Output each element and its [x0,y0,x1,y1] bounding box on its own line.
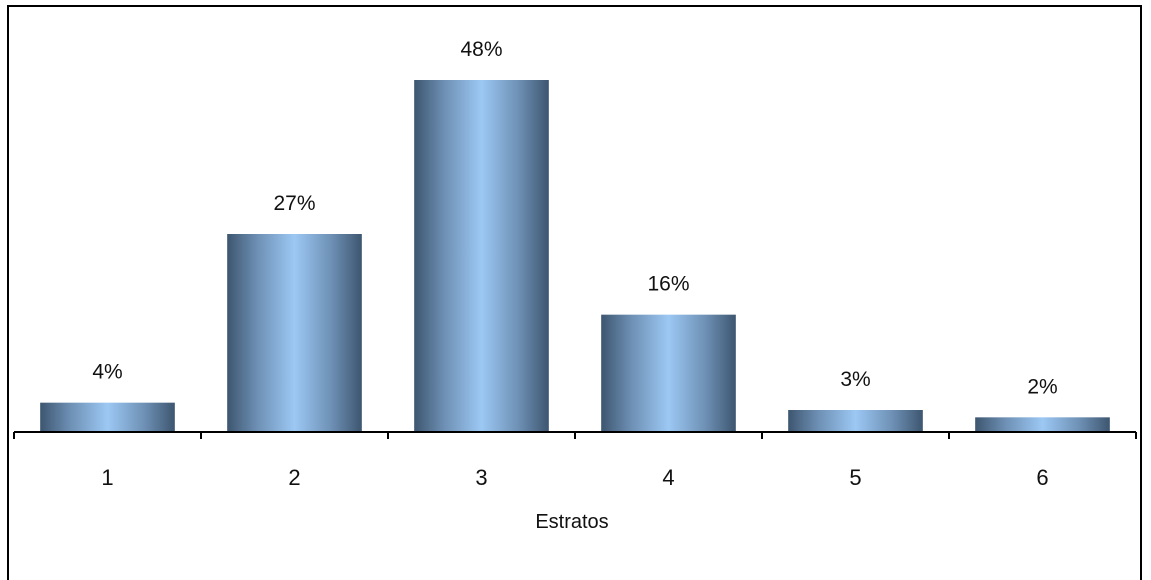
data-label-6: 2% [1027,375,1057,398]
x-axis: 1 2 3 4 5 6 [13,431,1137,490]
data-label-4: 16% [647,273,689,296]
x-tick-label-2: 2 [288,465,300,490]
bar-2 [227,234,362,432]
bar-6 [975,417,1110,432]
bar-4 [601,314,736,432]
x-tick-label-3: 3 [475,465,487,490]
chart-frame [7,5,1142,580]
bar-1 [40,402,175,432]
data-label-3: 48% [460,38,502,61]
x-tick-label-4: 4 [662,465,674,490]
bar-5 [788,410,923,432]
x-tick-label-5: 5 [849,465,861,490]
bar-3 [414,80,549,432]
data-label-5: 3% [840,368,870,391]
data-label-1: 4% [92,361,122,384]
x-axis-title: Estratos [535,511,608,533]
x-tick-label-6: 6 [1036,465,1048,490]
data-labels: 4% 27% 48% 16% 3% 2% [92,38,1057,398]
bars-layer [40,80,1110,432]
x-tick-label-1: 1 [101,465,113,490]
data-label-2: 27% [273,192,315,215]
